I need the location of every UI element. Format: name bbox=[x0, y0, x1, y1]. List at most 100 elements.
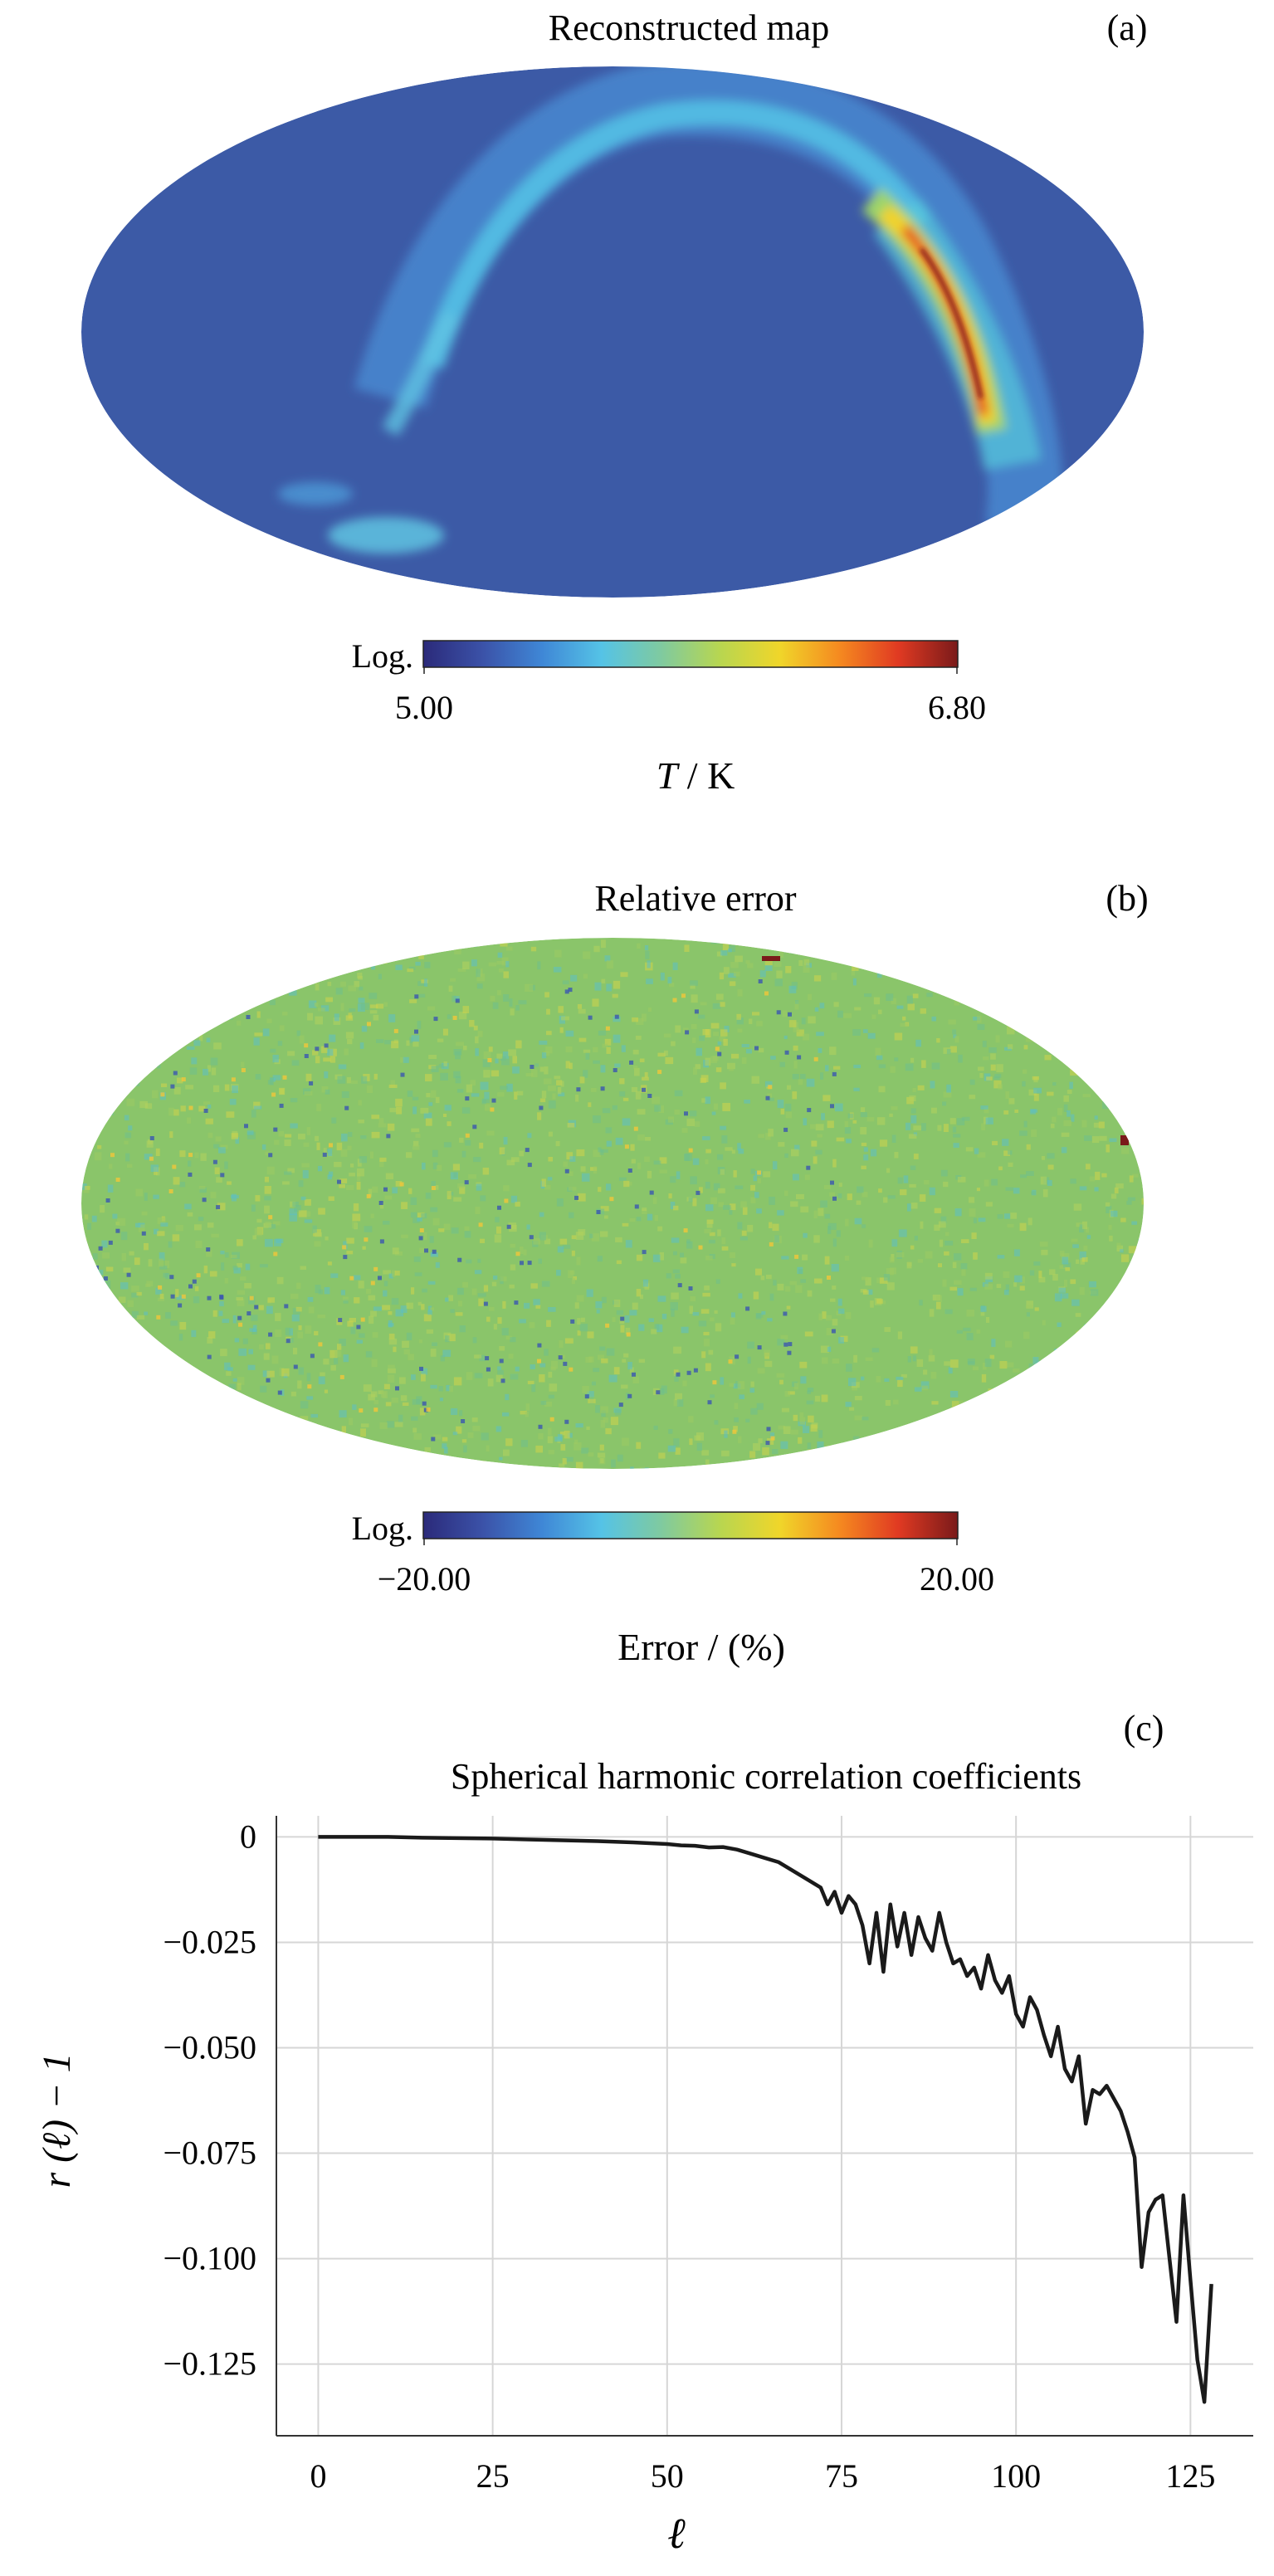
noise-speck bbox=[135, 1222, 141, 1227]
noise-speck bbox=[297, 1331, 304, 1339]
noise-speck bbox=[1106, 1356, 1111, 1361]
noise-speck bbox=[956, 1118, 965, 1125]
noise-speck bbox=[721, 1450, 730, 1456]
noise-outlier bbox=[188, 1105, 193, 1110]
noise-outlier bbox=[633, 1126, 638, 1131]
noise-speck bbox=[330, 1365, 336, 1371]
noise-speck bbox=[1038, 1441, 1047, 1448]
noise-speck bbox=[306, 1127, 311, 1135]
noise-speck bbox=[188, 1447, 193, 1454]
x-axis-label: ℓ bbox=[667, 2510, 686, 2558]
noise-speck bbox=[543, 1051, 550, 1056]
noise-speck bbox=[696, 1442, 702, 1451]
noise-speck bbox=[876, 1055, 883, 1061]
noise-speck bbox=[351, 1445, 359, 1452]
noise-speck bbox=[1073, 1389, 1081, 1393]
noise-speck bbox=[222, 1418, 227, 1427]
noise-speck bbox=[96, 1031, 103, 1037]
noise-speck bbox=[1094, 1065, 1100, 1071]
noise-speck bbox=[673, 1346, 681, 1354]
noise-speck bbox=[606, 1183, 612, 1191]
noise-speck bbox=[180, 1017, 188, 1022]
noise-speck bbox=[1115, 964, 1120, 972]
noise-outlier bbox=[563, 1361, 568, 1366]
noise-speck bbox=[533, 1238, 540, 1245]
noise-speck bbox=[1015, 1384, 1019, 1392]
noise-speck bbox=[561, 1016, 569, 1021]
noise-speck bbox=[359, 1333, 365, 1338]
noise-speck bbox=[1063, 1031, 1071, 1038]
noise-speck bbox=[307, 1012, 313, 1021]
noise-outlier bbox=[618, 1403, 623, 1408]
noise-speck bbox=[100, 1311, 104, 1319]
noise-speck bbox=[199, 1034, 203, 1042]
noise-speck bbox=[820, 1072, 824, 1080]
noise-speck bbox=[1019, 1286, 1025, 1290]
noise-speck bbox=[358, 998, 365, 1003]
noise-speck bbox=[798, 960, 803, 966]
noise-speck bbox=[558, 1006, 564, 1013]
noise-speck bbox=[1022, 1013, 1027, 1020]
noise-speck bbox=[804, 1174, 810, 1180]
noise-speck bbox=[984, 1179, 989, 1187]
noise-speck bbox=[520, 1440, 528, 1447]
noise-speck bbox=[282, 1012, 288, 1016]
noise-speck bbox=[712, 1056, 719, 1061]
noise-speck bbox=[754, 1192, 759, 1198]
noise-speck bbox=[156, 1064, 161, 1069]
noise-speck bbox=[126, 1164, 133, 1168]
noise-speck bbox=[1143, 1078, 1144, 1084]
noise-speck bbox=[497, 1366, 501, 1370]
noise-speck bbox=[1016, 1453, 1022, 1457]
noise-speck bbox=[124, 954, 129, 962]
noise-speck bbox=[924, 1179, 930, 1185]
noise-speck bbox=[1082, 1054, 1091, 1058]
noise-speck bbox=[340, 1290, 345, 1295]
noise-speck bbox=[349, 1417, 354, 1426]
noise-speck bbox=[1073, 1203, 1082, 1211]
noise-speck bbox=[800, 1279, 806, 1283]
noise-speck bbox=[854, 1415, 862, 1421]
noise-speck bbox=[781, 1408, 789, 1412]
correlation-chart: 0 25 50 75 100 1250−0.025−0.050−0.075−0.100−0… bbox=[163, 1816, 1253, 2495]
noise-speck bbox=[969, 1287, 977, 1291]
noise-speck bbox=[808, 1415, 814, 1422]
noise-speck bbox=[799, 1361, 808, 1368]
noise-speck bbox=[499, 1147, 505, 1154]
noise-speck bbox=[328, 1196, 334, 1201]
noise-speck bbox=[277, 1041, 283, 1046]
noise-speck bbox=[224, 1161, 228, 1169]
noise-speck bbox=[165, 1273, 170, 1280]
noise-speck bbox=[130, 1353, 134, 1359]
noise-speck bbox=[161, 1083, 168, 1087]
x-tick-label: 125 bbox=[1165, 2457, 1215, 2495]
error-hotspot bbox=[762, 956, 780, 961]
noise-speck bbox=[1106, 1144, 1110, 1153]
noise-speck bbox=[688, 1197, 693, 1203]
noise-speck bbox=[1127, 1114, 1136, 1120]
noise-speck bbox=[959, 1449, 966, 1456]
noise-speck bbox=[340, 1003, 344, 1012]
noise-speck bbox=[179, 1011, 185, 1016]
noise-speck bbox=[383, 1383, 390, 1389]
noise-speck bbox=[205, 1118, 213, 1125]
noise-speck bbox=[260, 1385, 267, 1393]
noise-speck bbox=[789, 1281, 797, 1286]
noise-outlier bbox=[783, 1127, 788, 1132]
noise-speck bbox=[705, 1096, 710, 1105]
noise-speck bbox=[642, 1209, 647, 1215]
noise-speck bbox=[446, 1384, 451, 1392]
noise-speck bbox=[794, 1144, 800, 1150]
noise-speck bbox=[1071, 1238, 1078, 1242]
noise-speck bbox=[582, 1385, 589, 1393]
noise-speck bbox=[1089, 1061, 1096, 1066]
noise-speck bbox=[84, 1214, 89, 1220]
noise-speck bbox=[172, 1234, 180, 1242]
noise-speck bbox=[706, 1220, 713, 1228]
noise-speck bbox=[1008, 1418, 1014, 1426]
panel-a-title: Reconstructed map bbox=[549, 7, 829, 48]
noise-speck bbox=[1134, 1353, 1140, 1359]
noise-speck bbox=[1076, 1259, 1080, 1264]
noise-speck bbox=[127, 1441, 134, 1447]
noise-speck bbox=[663, 1033, 671, 1038]
